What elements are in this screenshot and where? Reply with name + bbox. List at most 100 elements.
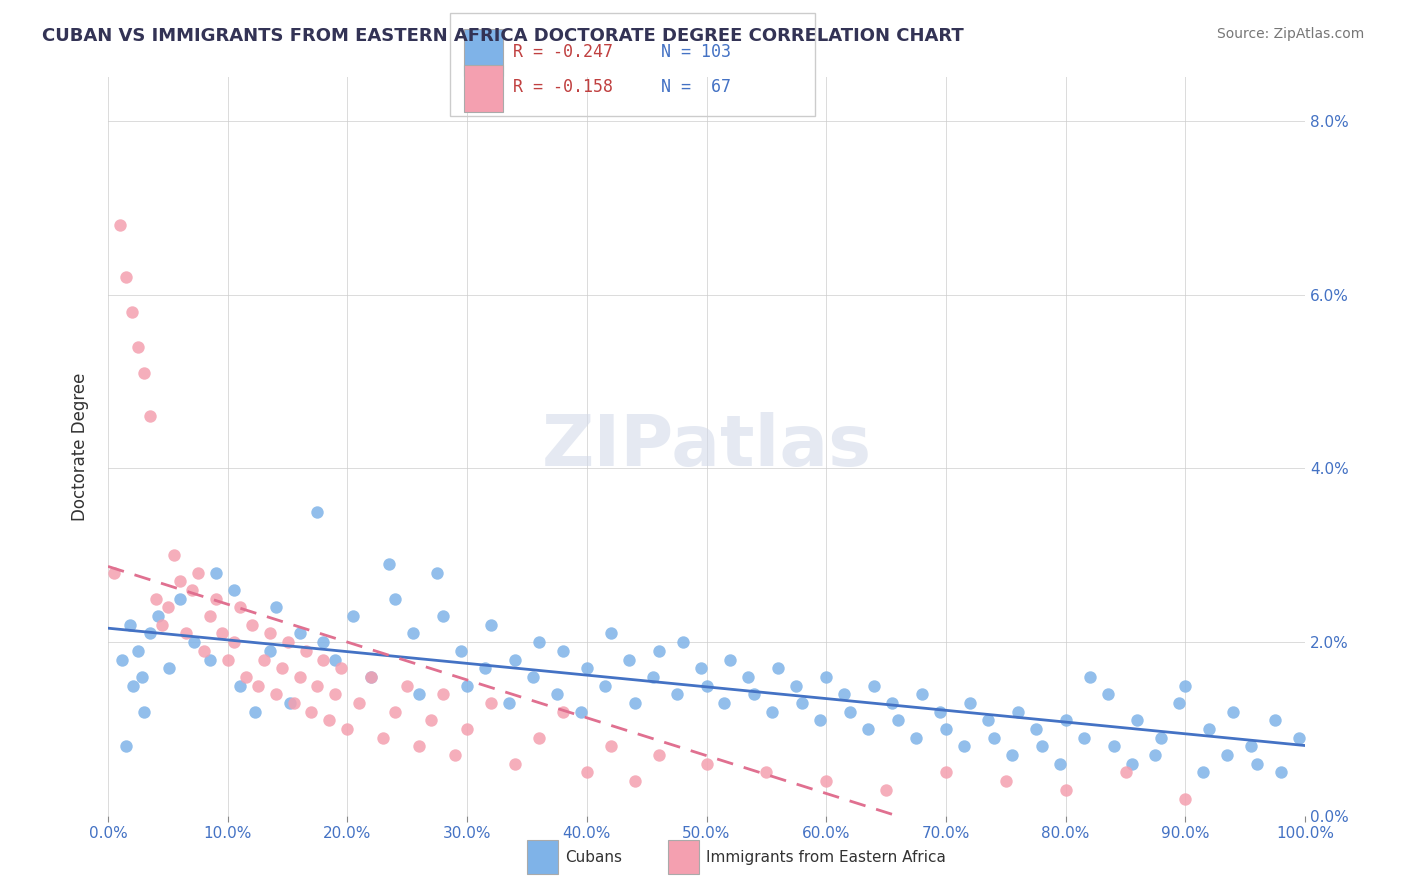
Point xyxy=(408,687,430,701)
Point xyxy=(1097,687,1119,701)
Point xyxy=(444,748,467,763)
Point xyxy=(211,626,233,640)
Point xyxy=(108,218,131,232)
Point xyxy=(360,670,382,684)
Point xyxy=(665,687,688,701)
Point xyxy=(671,635,693,649)
Point xyxy=(456,679,478,693)
Point xyxy=(240,617,263,632)
Point xyxy=(575,661,598,675)
Point xyxy=(1049,756,1071,771)
Point xyxy=(222,635,245,649)
Point xyxy=(183,635,205,649)
Point xyxy=(402,626,425,640)
Point xyxy=(647,748,669,763)
Point xyxy=(929,705,952,719)
Point xyxy=(132,705,155,719)
Point xyxy=(696,756,718,771)
Point xyxy=(222,582,245,597)
Point xyxy=(330,661,353,675)
Point xyxy=(761,705,783,719)
Point xyxy=(217,652,239,666)
Point xyxy=(785,679,807,693)
Point xyxy=(373,731,395,745)
Point xyxy=(1198,722,1220,736)
Point xyxy=(1174,791,1197,805)
Point xyxy=(503,756,526,771)
Point xyxy=(1007,705,1029,719)
Point xyxy=(863,679,886,693)
Point xyxy=(456,722,478,736)
Point xyxy=(174,626,197,640)
Point xyxy=(755,765,778,780)
Point xyxy=(264,687,287,701)
Point xyxy=(187,566,209,580)
Point xyxy=(522,670,544,684)
Y-axis label: Doctorate Degree: Doctorate Degree xyxy=(72,373,89,521)
Point xyxy=(360,670,382,684)
Point xyxy=(479,617,502,632)
Point xyxy=(1216,748,1239,763)
Point xyxy=(551,705,574,719)
Point xyxy=(122,679,145,693)
Point xyxy=(696,679,718,693)
Point xyxy=(1174,679,1197,693)
Point xyxy=(115,270,138,285)
Point xyxy=(277,635,299,649)
Point xyxy=(768,661,790,675)
Point xyxy=(856,722,879,736)
Point xyxy=(111,652,134,666)
Point xyxy=(198,609,221,624)
Point xyxy=(145,591,167,606)
Point xyxy=(1115,765,1137,780)
Point xyxy=(887,714,910,728)
Point xyxy=(1288,731,1310,745)
Point xyxy=(150,617,173,632)
Point xyxy=(378,557,401,571)
Text: CUBAN VS IMMIGRANTS FROM EASTERN AFRICA DOCTORATE DEGREE CORRELATION CHART: CUBAN VS IMMIGRANTS FROM EASTERN AFRICA … xyxy=(42,27,965,45)
Point xyxy=(259,644,281,658)
Point xyxy=(318,714,340,728)
Point xyxy=(198,652,221,666)
Point xyxy=(953,739,976,754)
Point xyxy=(551,644,574,658)
Point xyxy=(450,644,472,658)
Point xyxy=(325,652,347,666)
Point xyxy=(1150,731,1173,745)
Point xyxy=(1126,714,1149,728)
Point xyxy=(815,774,838,789)
Point xyxy=(935,722,957,736)
Point xyxy=(1222,705,1244,719)
Point xyxy=(498,696,520,710)
Text: N = 103: N = 103 xyxy=(661,43,731,61)
Point xyxy=(474,661,496,675)
Point xyxy=(1078,670,1101,684)
Point xyxy=(1054,782,1077,797)
Point xyxy=(1001,748,1024,763)
Point xyxy=(1270,765,1292,780)
Point xyxy=(689,661,711,675)
Point xyxy=(599,626,621,640)
Point xyxy=(623,774,645,789)
Point xyxy=(1031,739,1053,754)
Point xyxy=(905,731,928,745)
Point xyxy=(737,670,759,684)
Point xyxy=(252,652,274,666)
Point xyxy=(118,617,141,632)
Point xyxy=(228,679,250,693)
Text: Source: ZipAtlas.com: Source: ZipAtlas.com xyxy=(1216,27,1364,41)
Point xyxy=(131,670,153,684)
Point xyxy=(1073,731,1095,745)
Point xyxy=(1264,714,1286,728)
Point xyxy=(193,644,215,658)
Point xyxy=(312,635,335,649)
Point xyxy=(278,696,301,710)
Point xyxy=(546,687,568,701)
Point xyxy=(139,626,162,640)
Point xyxy=(283,696,305,710)
Point xyxy=(593,679,616,693)
Point xyxy=(994,774,1017,789)
Point xyxy=(911,687,934,701)
Text: R = -0.158: R = -0.158 xyxy=(513,78,613,96)
Point xyxy=(815,670,838,684)
